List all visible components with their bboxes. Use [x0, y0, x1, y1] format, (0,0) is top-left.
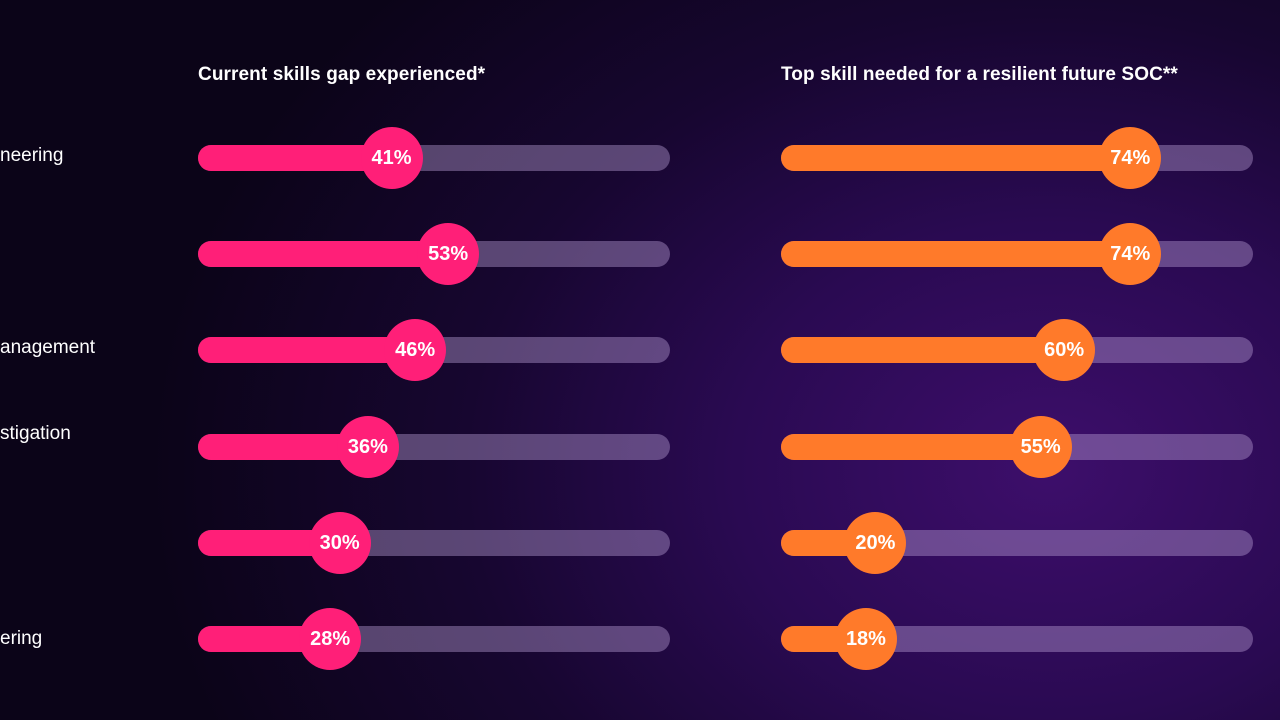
right-bar-track: 55%: [781, 416, 1253, 478]
right-bar-track: 20%: [781, 512, 1253, 574]
left-value-label: 53%: [417, 223, 480, 285]
left-bar-track: 46%: [198, 319, 670, 381]
row-label: ering: [0, 628, 43, 649]
left-bar-fill: [198, 241, 449, 267]
right-value-label: 20%: [844, 512, 907, 574]
row-label: anagement: [0, 337, 96, 358]
row-label: stigation: [0, 423, 71, 444]
left-value-label: 28%: [299, 608, 362, 670]
right-value-label: 74%: [1099, 127, 1162, 189]
left-bar-track: 53%: [198, 223, 670, 285]
left-bar-track: 30%: [198, 512, 670, 574]
left-bar-fill: [198, 337, 416, 363]
left-value-label: 46%: [384, 319, 447, 381]
right-value-label: 18%: [834, 608, 897, 670]
right-bar-fill: [781, 241, 1131, 267]
right-value-label: 60%: [1033, 319, 1096, 381]
left-value-label: 41%: [360, 127, 423, 189]
left-bar-track: 28%: [198, 608, 670, 670]
right-bar-fill: [781, 145, 1131, 171]
right-bar-track: 74%: [781, 127, 1253, 189]
chart-title-right: Top skill needed for a resilient future …: [781, 64, 1178, 85]
right-bar-track: 74%: [781, 223, 1253, 285]
left-bar-fill: [198, 145, 392, 171]
right-bar-track: 18%: [781, 608, 1253, 670]
chart-title-left: Current skills gap experienced*: [198, 64, 486, 85]
right-bar-track: 60%: [781, 319, 1253, 381]
right-bar-fill: [781, 434, 1041, 460]
left-bar-track: 41%: [198, 127, 670, 189]
left-value-label: 36%: [336, 416, 399, 478]
row-label: neering: [0, 145, 64, 166]
left-bar-track: 36%: [198, 416, 670, 478]
left-value-label: 30%: [308, 512, 371, 574]
right-value-label: 55%: [1009, 416, 1072, 478]
right-value-label: 74%: [1099, 223, 1162, 285]
right-bar-fill: [781, 337, 1065, 363]
